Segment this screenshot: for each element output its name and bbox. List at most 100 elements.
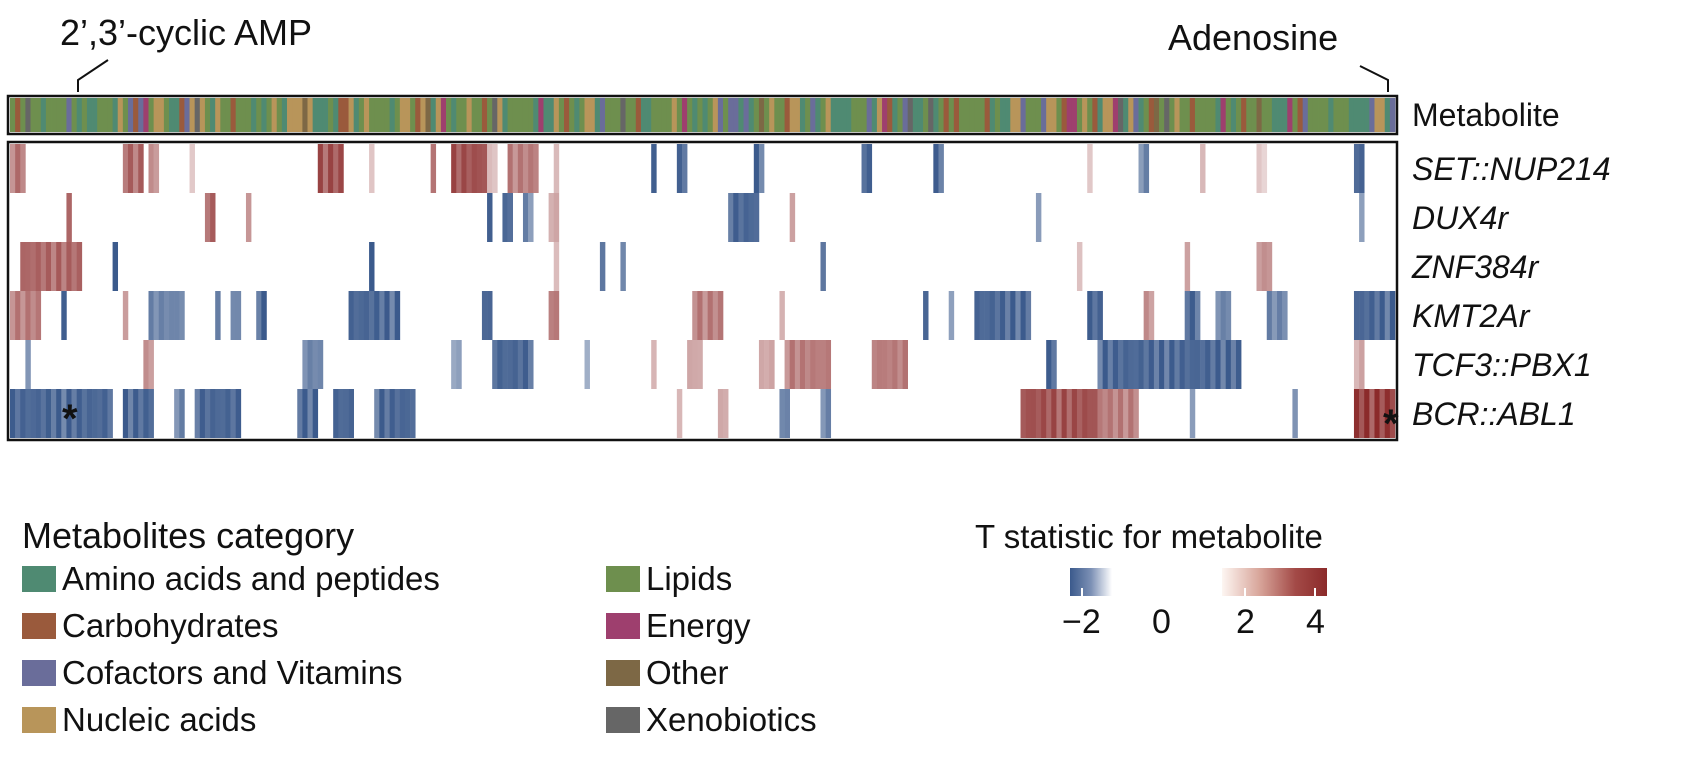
heatmap-cell [1369,389,1375,438]
category-swatch [606,566,640,592]
heatmap-cell [133,389,139,438]
heatmap-cell [307,340,313,389]
category-strip-cell [92,98,98,132]
heatmap-border [6,140,1399,442]
category-strip-cell [589,98,596,132]
heatmap-cell [1148,291,1155,340]
category-strip-cell [51,98,57,132]
category-label: Carbohydrates [62,607,278,644]
heatmap-cell [1118,389,1124,438]
heatmap-cell [174,389,180,438]
heatmap-cell [148,389,154,438]
heatmap-cell [784,340,790,389]
heatmap-cell [97,389,103,438]
heatmap-cell [102,389,108,438]
heatmap-cell [143,389,149,438]
category-strip-cell [410,98,416,132]
category-strip-cell [240,98,247,132]
heatmap-cell [1035,389,1042,438]
heatmap-cell [810,340,816,389]
heatmap-cell [584,340,590,389]
category-strip-cell [1015,98,1021,132]
category-swatch [22,707,56,733]
heatmap-cell [1379,291,1386,340]
category-swatch [22,613,56,639]
category-strip-cell [758,98,765,132]
category-strip-cell [302,98,308,132]
category-strip-cell [671,98,678,132]
heatmap-cell [1194,291,1201,340]
category-strip-cell [1030,98,1037,132]
category-strip-cell [646,98,652,132]
heatmap-cell [302,389,308,438]
heatmap-cell [40,242,47,291]
heatmap-cell [230,291,236,340]
heatmap-cell [758,144,765,193]
heatmap-cell [220,389,226,438]
heatmap-cell [86,389,93,438]
heatmap-cell [979,291,985,340]
heatmap-cell [948,291,955,340]
heatmap-cell [1353,144,1360,193]
category-strip-cell [897,98,903,132]
heatmap-cell [158,291,165,340]
category-strip-cell [404,98,411,132]
category-strip-cell [1230,98,1237,132]
category-strip-cell [1338,98,1345,132]
heatmap-cell [1159,340,1165,389]
heatmap-cell [1359,291,1365,340]
heatmap-cell [312,389,319,438]
right-metabolite-annotation: Adenosine [1168,17,1338,58]
category-strip-cell [1189,98,1196,132]
category-strip-cell [379,98,385,132]
heatmap-cell [30,389,36,438]
heatmap-cell [61,389,67,438]
category-strip-cell [369,98,375,132]
heatmap-cell [25,242,31,291]
heatmap-cell [1256,242,1262,291]
category-strip-cell [1364,98,1370,132]
category-strip-cell [358,98,365,132]
heatmap-cell [697,291,703,340]
category-strip-cell [1261,98,1268,132]
heatmap-cell [1138,144,1144,193]
category-strip-cell [543,98,550,132]
category-strip-cell [163,98,170,132]
heatmap-cell [471,144,478,193]
heatmap-cell [1282,291,1288,340]
category-strip-cell [1374,98,1381,132]
heatmap-cell [71,242,77,291]
category-strip-cell [66,98,72,132]
category-strip-cell [1379,98,1386,132]
right-callout-line [1359,65,1389,92]
category-strip-cell [430,98,437,132]
category-label: Nucleic acids [62,701,256,738]
left-callout-line [77,59,109,92]
heatmap-cell [733,193,739,242]
heatmap-cell [204,193,211,242]
heatmap-cell [1015,291,1021,340]
heatmap-cell [517,340,524,389]
heatmap-cell [369,144,375,193]
heatmap-cell [25,389,31,438]
category-strip-cell [292,98,298,132]
category-strip-cell [179,98,185,132]
heatmap-cell [312,340,319,389]
category-strip-cell [835,98,842,132]
category-strip-cell [866,98,873,132]
heatmap-cell [507,340,513,389]
category-label: Xenobiotics [646,701,817,738]
category-strip-cell [10,98,16,132]
category-strip-cell [194,98,201,132]
heatmap-cell [502,193,508,242]
category-strip-cell [30,98,37,132]
category-strip-cell [1071,98,1078,132]
category-strip-border [6,94,1399,136]
heatmap-cell [1097,389,1103,438]
heatmap-cell [1189,340,1196,389]
category-strip-cell [717,98,724,132]
category-strip-cell [640,98,647,132]
category-swatch [22,660,56,686]
category-strip-cell [820,98,827,132]
category-strip-cell [1174,98,1180,132]
